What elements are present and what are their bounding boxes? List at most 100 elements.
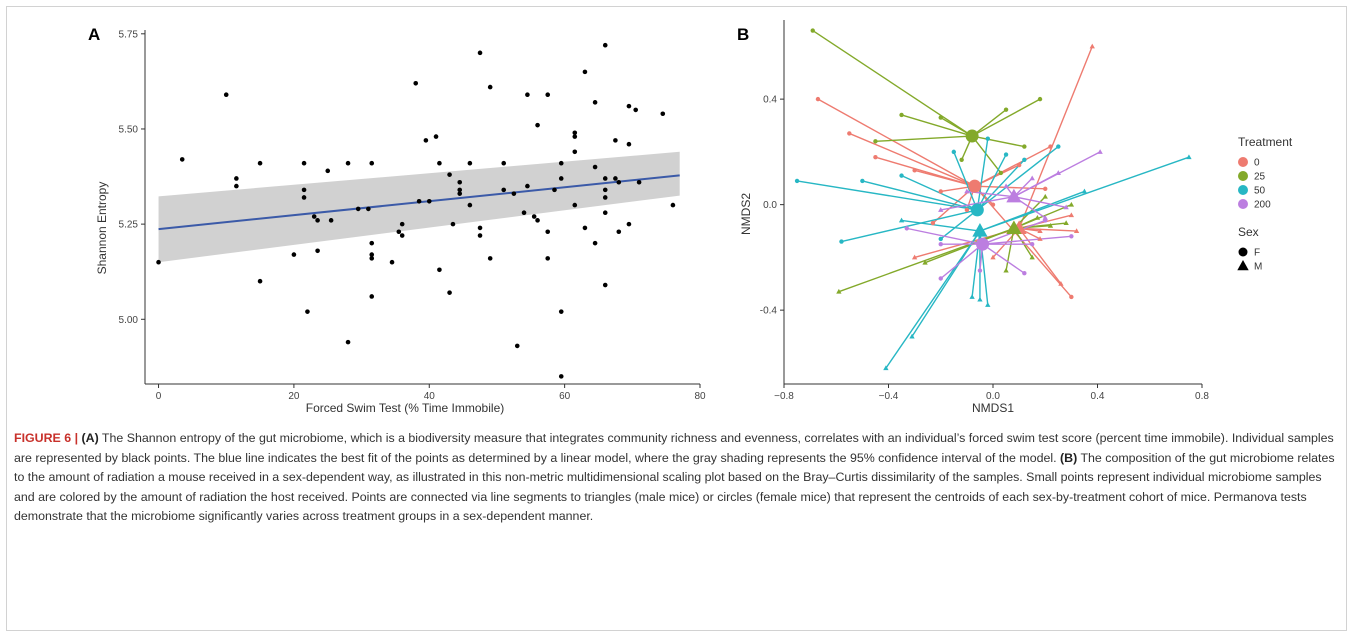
data-point	[487, 256, 493, 261]
y-tick-label: 5.75	[119, 29, 139, 40]
data-point	[223, 92, 229, 98]
sample-point	[1055, 170, 1061, 175]
segment	[911, 230, 981, 337]
sample-point	[938, 189, 943, 194]
x-tick-label: 40	[424, 391, 436, 402]
segment	[1018, 227, 1062, 285]
sample-point	[969, 294, 975, 299]
sample-point	[860, 178, 865, 184]
legend-swatch	[1238, 171, 1248, 181]
legend-label: 50	[1254, 186, 1266, 197]
data-point	[636, 179, 642, 185]
legend-title-treatment: Treatment	[1238, 135, 1293, 149]
figure-caption: FIGURE 6 | (A) The Shannon entropy of th…	[14, 429, 1339, 527]
segment	[976, 146, 1059, 211]
data-point	[582, 225, 588, 231]
segment	[862, 180, 978, 211]
segment	[812, 29, 973, 137]
figure-label: FIGURE 6 |	[14, 431, 82, 445]
sample-point	[794, 178, 800, 184]
sample-point	[1097, 149, 1103, 154]
centroid-triangle	[1006, 220, 1022, 234]
x-tick-label: 0.0	[986, 391, 1000, 402]
segment	[849, 132, 975, 187]
data-point	[477, 233, 483, 238]
sample-point	[1073, 228, 1080, 233]
sample-point	[998, 170, 1004, 176]
x-axis-title-b: NMDS1	[972, 401, 1014, 415]
caption-text-b: The composition of the gut microbiome re…	[14, 450, 1335, 524]
legend-swatch	[1238, 185, 1248, 195]
sample-point	[1003, 152, 1009, 157]
data-point	[602, 210, 608, 216]
y-axis-title-b: NMDS2	[739, 193, 753, 235]
legend-label: F	[1254, 248, 1260, 259]
data-point	[311, 214, 317, 219]
sample-point	[938, 115, 943, 120]
centroid-circle	[965, 129, 979, 143]
data-point	[501, 187, 507, 193]
legend-label: 200	[1254, 200, 1271, 211]
segment	[817, 98, 976, 187]
data-point	[582, 69, 588, 75]
panel-b: B -0.4 0.0 0.4 −0.8 −0.4 0.0 0.4 0.8 NMDS1 NMDS…	[737, 20, 1293, 415]
sample-point	[985, 136, 990, 141]
data-point	[602, 195, 608, 200]
data-point	[572, 149, 578, 155]
sample-point	[839, 239, 844, 244]
centroid-circle	[968, 179, 982, 193]
legend: Treatment 0 25 50 200 Sex FM	[1237, 135, 1293, 273]
sample-point	[1037, 96, 1043, 102]
data-point	[301, 195, 307, 200]
data-point	[234, 176, 239, 181]
confidence-band	[158, 151, 680, 263]
sample-point	[938, 242, 943, 247]
data-point	[328, 218, 334, 223]
sample-point	[985, 302, 991, 307]
sample-point	[1022, 157, 1027, 162]
sample-point	[1047, 222, 1054, 228]
segment	[971, 98, 1041, 137]
sample-point	[951, 149, 957, 155]
data-point	[234, 183, 239, 189]
segment	[1013, 196, 1067, 208]
data-point	[413, 80, 419, 86]
data-point	[552, 187, 557, 193]
data-point	[315, 218, 320, 223]
sample-point	[1022, 271, 1027, 276]
data-point	[399, 221, 405, 227]
segment	[940, 243, 983, 280]
sample-point	[1069, 294, 1074, 300]
data-point	[545, 256, 551, 261]
data-point	[467, 160, 473, 166]
data-point	[525, 183, 530, 189]
data-point	[437, 160, 442, 166]
sample-point	[1034, 215, 1041, 220]
data-point	[602, 42, 608, 48]
segment	[976, 154, 1007, 211]
segment	[971, 135, 1002, 174]
y-tick-label: 5.25	[119, 220, 139, 231]
segment	[796, 180, 978, 211]
sample-point	[1029, 254, 1035, 260]
data-point	[291, 252, 297, 257]
data-point	[315, 248, 320, 254]
sample-point	[899, 173, 904, 178]
segment	[982, 243, 1025, 274]
legend-shape	[1237, 260, 1249, 271]
data-point	[369, 240, 375, 246]
segment	[940, 209, 978, 240]
data-point	[447, 290, 452, 295]
data-point	[345, 339, 351, 345]
sample-point	[1029, 242, 1035, 247]
data-point	[467, 202, 473, 208]
data-point	[457, 191, 463, 196]
figure-frame	[6, 6, 1347, 631]
segment	[976, 138, 989, 211]
scatter-points	[156, 42, 676, 379]
data-point	[558, 309, 564, 314]
y-tick-label: 0.4	[763, 95, 777, 106]
data-point	[399, 233, 405, 238]
data-point	[572, 134, 578, 139]
data-point	[450, 221, 456, 227]
